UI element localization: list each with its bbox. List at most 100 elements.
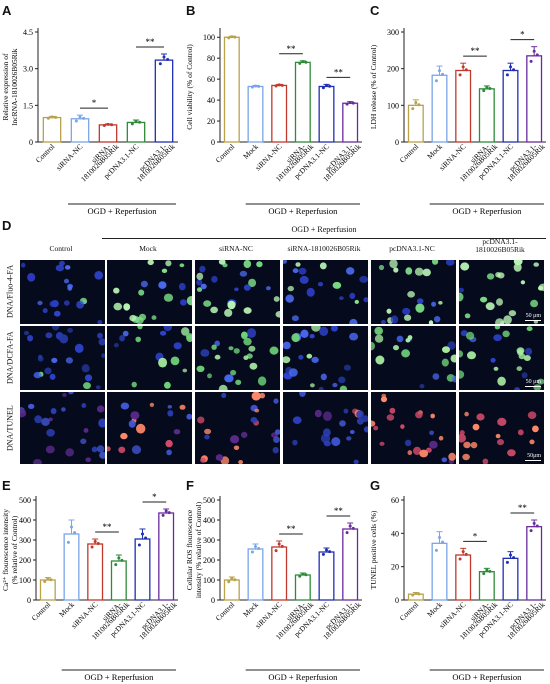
- data-point: [82, 116, 86, 120]
- micrograph-cell: [371, 260, 456, 324]
- nucleus: [23, 330, 30, 336]
- nucleus: [323, 440, 331, 447]
- column-label-mock: Mock: [139, 244, 157, 253]
- bar: [526, 526, 543, 601]
- nucleus: [51, 357, 58, 363]
- nucleus: [298, 267, 307, 275]
- nucleus: [200, 283, 207, 290]
- scale-bar: 50 μm: [525, 313, 541, 321]
- scale-bar: 50 μm: [525, 379, 541, 387]
- nucleus: [467, 351, 476, 360]
- nucleus: [359, 275, 368, 283]
- nucleus: [28, 403, 35, 409]
- data-point: [43, 579, 47, 583]
- bar: [247, 548, 264, 601]
- bar: [247, 85, 264, 143]
- data-point: [277, 542, 281, 546]
- nucleus: [81, 403, 87, 408]
- data-point: [304, 573, 308, 577]
- y-tick-label: 60: [207, 75, 215, 84]
- micrograph-nuclei: [459, 326, 544, 390]
- nucleus: [529, 439, 535, 445]
- row-label-fluo4: DNA/Fluo-4-FA: [5, 264, 15, 319]
- nucleus: [91, 446, 98, 453]
- nucleus: [493, 366, 499, 371]
- data-point: [304, 60, 308, 64]
- nucleus: [434, 316, 441, 323]
- y-tick-label: 20: [207, 117, 215, 126]
- y-tick-label: 40: [391, 529, 399, 538]
- nucleus: [76, 300, 84, 309]
- nucleus: [67, 285, 73, 291]
- data-point: [233, 35, 237, 39]
- nucleus: [243, 337, 252, 346]
- nucleus: [214, 354, 221, 360]
- ogd-header-line: [102, 238, 546, 239]
- column-label-control: Control: [49, 244, 73, 253]
- significance-label: **: [334, 67, 344, 77]
- nucleus: [65, 448, 74, 457]
- y-tick-label: 400: [19, 516, 31, 525]
- nucleus: [389, 407, 396, 414]
- y-tick-label: 400: [203, 516, 215, 525]
- nucleus: [464, 411, 469, 417]
- chart-panel-e: 0 100 200 300 400 500 Ca²⁺ flourescence intens…: [1, 492, 179, 682]
- data-point: [441, 540, 445, 544]
- nucleus: [292, 268, 299, 274]
- nucleus: [414, 267, 424, 276]
- y-tick-label: 3.0: [23, 65, 33, 74]
- nucleus: [170, 356, 180, 366]
- nucleus: [249, 362, 258, 370]
- nucleus: [295, 262, 301, 267]
- bar: [42, 116, 62, 143]
- nucleus: [65, 357, 73, 364]
- nucleus: [319, 326, 329, 336]
- nucleus: [182, 368, 188, 373]
- data-point: [134, 119, 138, 123]
- nucleus: [256, 261, 263, 268]
- data-point: [348, 100, 352, 104]
- nucleus: [224, 374, 234, 383]
- data-point: [482, 89, 486, 93]
- significance-label: **: [334, 506, 344, 516]
- nucleus: [438, 435, 444, 441]
- nucleus: [339, 420, 346, 427]
- nucleus: [493, 334, 502, 342]
- nucleus: [61, 407, 66, 412]
- nucleus: [339, 385, 347, 390]
- nucleus: [178, 282, 186, 291]
- scale-bar-line: [525, 385, 541, 387]
- nucleus: [118, 446, 126, 453]
- nucleus: [309, 334, 315, 339]
- nucleus: [135, 336, 141, 343]
- y-tick-label: 0: [395, 138, 399, 147]
- nucleus: [84, 374, 93, 382]
- data-point: [461, 550, 465, 554]
- data-point: [137, 543, 141, 547]
- micrograph-nuclei: [292, 392, 368, 464]
- nucleus: [490, 357, 496, 363]
- y-tick-label: 500: [19, 496, 31, 505]
- y-axis-label: (% relative of Control): [10, 515, 19, 584]
- nucleus: [459, 350, 464, 358]
- nucleus: [407, 335, 413, 340]
- nucleus: [288, 368, 298, 377]
- nucleus: [432, 373, 440, 380]
- data-point: [417, 592, 421, 596]
- nucleus: [221, 392, 227, 398]
- bar: [98, 124, 118, 143]
- panel-letter-c: C: [370, 3, 380, 18]
- y-axis-label: TUNEL positive cells (%): [369, 510, 378, 589]
- y-tick-label: 1.5: [23, 101, 33, 110]
- nucleus: [161, 268, 168, 273]
- nucleus: [497, 417, 507, 426]
- nucleus: [426, 447, 432, 453]
- nucleus: [470, 441, 478, 449]
- nucleus: [273, 296, 280, 302]
- bar: [342, 102, 359, 143]
- nucleus: [204, 428, 212, 435]
- nucleus: [310, 383, 315, 388]
- micrograph-nuclei: [371, 393, 456, 464]
- data-point: [66, 540, 70, 544]
- nucleus: [363, 426, 368, 433]
